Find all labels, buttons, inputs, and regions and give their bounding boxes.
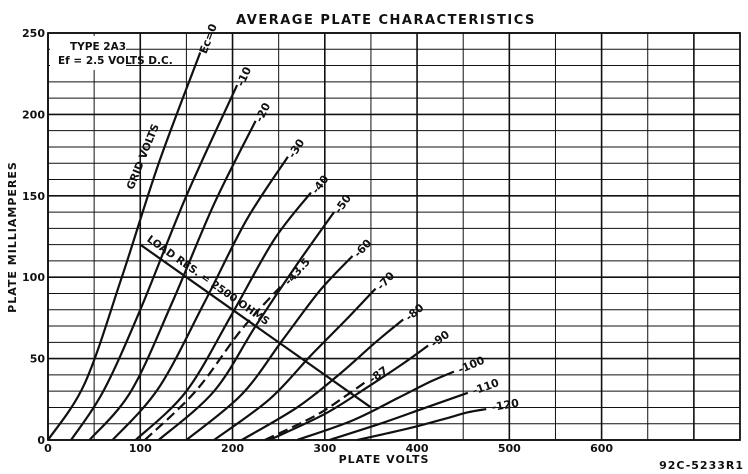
figure-code: 92C-5233R1 bbox=[659, 459, 744, 472]
plot-frame bbox=[47, 32, 741, 441]
y-tick-label: 50 bbox=[30, 353, 46, 366]
curve-label: -120 bbox=[491, 396, 521, 414]
y-tick-label: 200 bbox=[22, 108, 45, 121]
x-axis-label: PLATE VOLTS bbox=[339, 453, 430, 466]
plate-curve bbox=[88, 120, 257, 441]
curve-label: -100 bbox=[456, 354, 487, 377]
y-tick-label: 100 bbox=[22, 271, 45, 284]
plate-curve bbox=[296, 370, 455, 442]
plate-curve bbox=[329, 391, 469, 442]
y-axis-label: PLATE MILLIAMPERES bbox=[6, 161, 19, 313]
chart-title: AVERAGE PLATE CHARACTERISTICS bbox=[236, 13, 536, 28]
curves bbox=[47, 52, 487, 442]
load-line-group: LOAD RES. = 2500 OHMS bbox=[139, 233, 372, 409]
tube-type-label: TYPE 2A3 bbox=[70, 41, 126, 53]
x-tick-label: 100 bbox=[129, 442, 152, 455]
curve-label: -40 bbox=[309, 172, 332, 196]
curve-label: -10 bbox=[234, 65, 254, 89]
plate-curve bbox=[111, 156, 289, 441]
x-tick-label: 0 bbox=[44, 442, 52, 455]
curve-label: -80 bbox=[403, 301, 427, 324]
plate-curve bbox=[213, 287, 377, 441]
plate-curve bbox=[356, 407, 487, 442]
curve-label: -20 bbox=[253, 100, 274, 124]
plate-curve bbox=[70, 84, 239, 441]
curve-label: -87 bbox=[367, 364, 391, 386]
plate-curve bbox=[185, 255, 354, 441]
curve-label: -70 bbox=[374, 269, 397, 293]
grid bbox=[47, 32, 741, 441]
plate-curve bbox=[134, 191, 312, 441]
tube-info-box bbox=[50, 36, 126, 70]
y-tick-label: 0 bbox=[37, 434, 45, 447]
filament-label: Ef = 2.5 VOLTS D.C. bbox=[58, 55, 173, 67]
y-tick-label: 150 bbox=[22, 190, 45, 203]
curve-label: -90 bbox=[428, 328, 452, 350]
grid-volts-label: GRID VOLTS bbox=[125, 122, 162, 191]
plate-curve bbox=[144, 282, 285, 441]
plate-curve bbox=[268, 344, 429, 441]
x-tick-label: 400 bbox=[406, 442, 429, 455]
load-line bbox=[139, 243, 372, 409]
tick-labels: 0 100 200 300 400 500 600 0 50 100 150 200 250 bbox=[22, 27, 613, 455]
y-tick-label: 250 bbox=[22, 27, 45, 40]
x-tick-label: 300 bbox=[313, 442, 336, 455]
load-line-label: LOAD RES. = 2500 OHMS bbox=[145, 233, 272, 328]
curve-label: -30 bbox=[286, 136, 308, 160]
plate-curve bbox=[264, 380, 367, 441]
plate-curve bbox=[47, 52, 202, 441]
curve-label: -43.5 bbox=[282, 256, 313, 288]
curve-label: -110 bbox=[470, 376, 501, 398]
x-tick-label: 600 bbox=[590, 442, 613, 455]
plate-curve bbox=[241, 318, 404, 441]
curve-labels: Ec=0-10-20-30-40-43.5-50-60-70-80-87-90-… bbox=[197, 22, 520, 414]
curve-label: Ec=0 bbox=[197, 22, 220, 56]
x-tick-label: 500 bbox=[498, 442, 521, 455]
x-tick-label: 200 bbox=[221, 442, 244, 455]
